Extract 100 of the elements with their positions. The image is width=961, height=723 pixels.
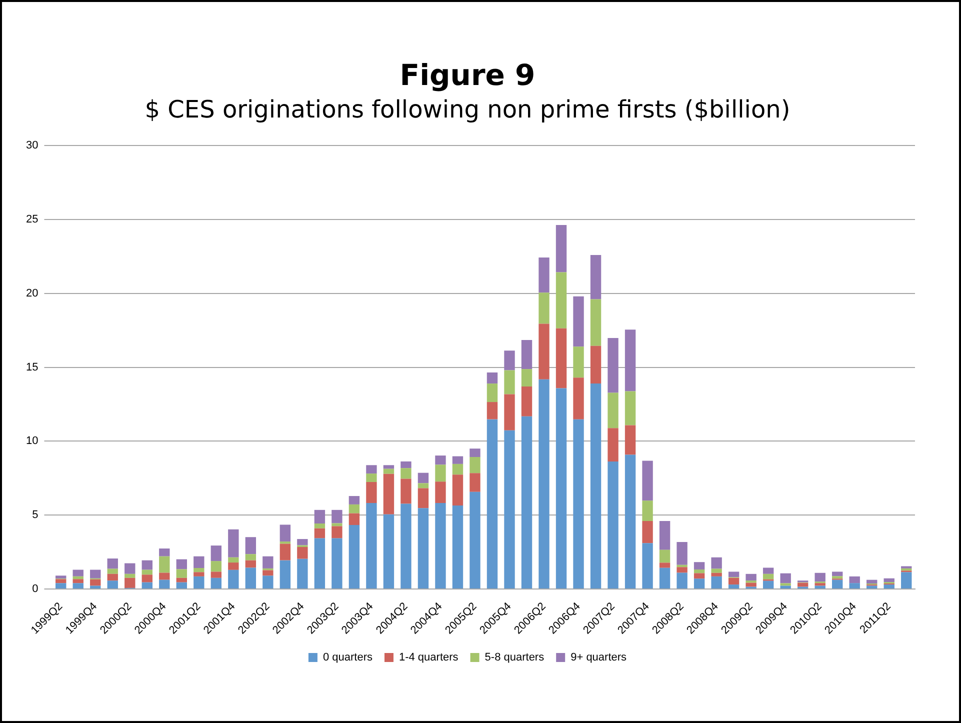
bar: [210, 546, 222, 562]
bar: [400, 461, 412, 468]
bar: [556, 328, 567, 388]
bar: [573, 378, 584, 420]
bar: [866, 580, 878, 584]
bar: [573, 296, 584, 347]
bar: [780, 583, 791, 586]
bar: [832, 572, 843, 576]
bar: [107, 574, 118, 581]
bar: [159, 572, 170, 580]
bar: [435, 464, 446, 482]
bar: [486, 419, 498, 588]
bar: [366, 482, 377, 503]
bar: [280, 544, 291, 560]
bar: [762, 580, 774, 588]
bar: [159, 548, 170, 556]
bar: [348, 524, 360, 588]
bar: [694, 573, 705, 579]
bar: [280, 560, 291, 588]
bar: [72, 576, 84, 580]
bar: [297, 539, 308, 546]
y-tick-label: 10: [26, 435, 38, 448]
bar: [746, 574, 756, 581]
bar: [694, 562, 705, 570]
bar: [332, 510, 342, 524]
bar: [624, 454, 636, 588]
bar: [521, 369, 532, 387]
bar: [452, 464, 464, 475]
bar: [504, 370, 515, 394]
bar: [72, 579, 84, 584]
bar: [194, 572, 204, 576]
bar: [262, 576, 274, 588]
bar: [849, 583, 860, 588]
bar: [642, 543, 653, 588]
bar: [56, 576, 66, 579]
bar: [814, 583, 826, 586]
bar: [470, 457, 480, 474]
bar: [608, 461, 618, 588]
bar: [297, 547, 308, 559]
bar: [762, 574, 774, 580]
bar: [521, 386, 532, 416]
bar: [521, 340, 532, 370]
bar: [676, 567, 688, 573]
bar: [56, 583, 66, 588]
bar: [418, 472, 429, 484]
bar: [538, 292, 550, 324]
bar: [832, 576, 843, 579]
bar: [332, 538, 342, 588]
bar: [383, 514, 394, 588]
bar: [297, 558, 308, 588]
bar: [659, 568, 670, 588]
bar: [435, 456, 446, 465]
bar: [228, 570, 239, 588]
bar: [452, 505, 464, 588]
bar: [504, 350, 515, 370]
bar: [210, 578, 222, 588]
bar: [107, 558, 118, 569]
y-tick-label: 0: [32, 583, 38, 596]
bar: [901, 572, 912, 588]
bar: [107, 568, 118, 574]
bar: [72, 583, 84, 588]
y-tick-label: 25: [26, 214, 38, 226]
bar: [194, 576, 204, 588]
bar: [142, 582, 152, 588]
bar: [142, 570, 152, 575]
bar: [814, 586, 826, 588]
bar: [262, 556, 274, 568]
bar: [590, 346, 602, 384]
bar: [435, 502, 446, 588]
bar: [383, 468, 394, 474]
legend-label: 5-8 quarters: [484, 652, 545, 664]
bar: [832, 580, 843, 588]
bar: [676, 542, 688, 565]
bar: [573, 346, 584, 378]
bar: [159, 580, 170, 588]
legend-label: 0 quarters: [322, 652, 373, 664]
bar: [486, 402, 498, 420]
bar: [418, 488, 429, 508]
bar: [486, 384, 498, 402]
bar: [366, 502, 377, 588]
bar: [746, 582, 756, 587]
bar: [176, 569, 187, 578]
bar: [849, 576, 860, 584]
bar: [210, 561, 222, 572]
bar: [538, 379, 550, 588]
bar: [608, 338, 618, 393]
bar: [659, 562, 670, 568]
bar: [72, 570, 84, 576]
bar: [556, 224, 567, 272]
bar: [418, 483, 429, 488]
bar: [780, 586, 791, 588]
bar: [176, 559, 187, 570]
bar: [694, 569, 705, 574]
bar: [245, 537, 256, 554]
bar: [142, 560, 152, 570]
bar: [400, 504, 412, 588]
bar: [228, 557, 239, 563]
bar: [590, 254, 602, 300]
bar: [624, 330, 636, 392]
bar: [124, 563, 136, 574]
